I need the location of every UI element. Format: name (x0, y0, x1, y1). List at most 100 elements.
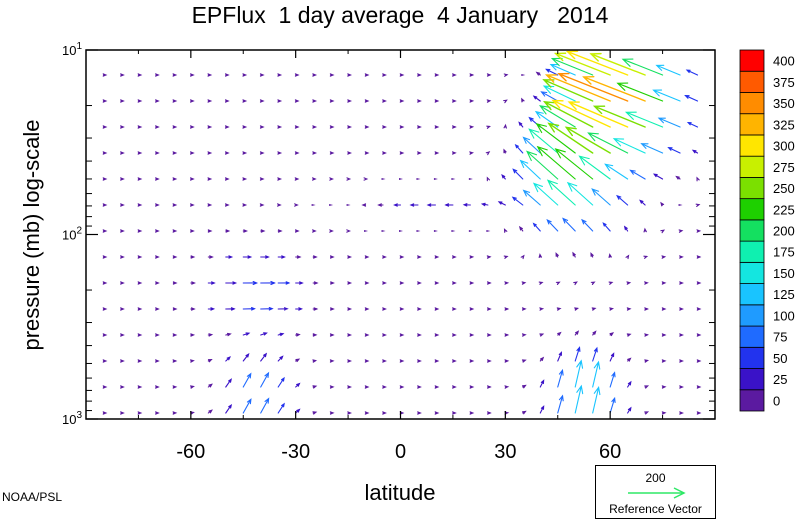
flux-vector (242, 125, 248, 129)
flux-vector (155, 177, 160, 181)
flux-vector (137, 385, 143, 389)
flux-vector (102, 203, 108, 207)
flux-vector (102, 281, 108, 285)
flux-vector (207, 333, 214, 337)
colorbar-swatch (739, 177, 765, 200)
flux-vector (382, 281, 387, 285)
flux-vector (433, 178, 438, 180)
colorbar-swatch (739, 240, 765, 263)
flux-vector (696, 176, 700, 182)
flux-vector (696, 411, 702, 415)
flux-vector (660, 201, 665, 207)
flux-vector (621, 58, 664, 76)
flux-vector (503, 228, 508, 233)
flux-vector (382, 411, 387, 415)
flux-vector (434, 125, 440, 129)
colorbar-label: 25 (773, 372, 787, 387)
flux-vector (364, 385, 370, 389)
flux-vector (207, 203, 213, 207)
flux-vector (190, 307, 196, 311)
flux-vector (329, 99, 335, 103)
flux-vector (469, 411, 475, 415)
flux-vector (573, 281, 578, 286)
flux-vector (347, 359, 352, 363)
flux-vector (259, 99, 265, 103)
flux-vector (480, 202, 489, 207)
x-tick-label: 60 (599, 441, 621, 463)
flux-vector (574, 384, 584, 414)
flux-vector (207, 255, 214, 259)
flux-vector (330, 281, 335, 285)
flux-vector (535, 71, 541, 76)
flux-vector (452, 281, 457, 285)
flux-vector (652, 173, 664, 180)
flux-vector (120, 125, 125, 129)
x-tick-label: -60 (176, 441, 205, 463)
reference-magnitude: 200 (645, 471, 666, 485)
colorbar-swatch (739, 49, 765, 72)
flux-vector (312, 255, 318, 259)
flux-vector (207, 229, 213, 233)
flux-vector (679, 411, 684, 415)
flux-vector (426, 203, 436, 207)
flux-vector (468, 230, 473, 232)
flux-vector (539, 379, 545, 388)
flux-vector (155, 411, 160, 415)
flux-vector (503, 123, 507, 129)
flux-vector (364, 255, 370, 259)
colorbar-swatch (739, 92, 765, 115)
flux-vector (551, 99, 611, 128)
flux-vector (434, 151, 440, 155)
flux-vector (417, 411, 422, 415)
flux-vector (137, 255, 143, 259)
flux-vector (399, 125, 405, 129)
flux-vector (538, 253, 543, 258)
flux-vector (364, 411, 370, 415)
flux-vector (172, 411, 178, 415)
flux-vector (555, 252, 559, 258)
flux-vector (678, 204, 683, 206)
flux-vector (409, 203, 419, 207)
flux-vector (535, 122, 576, 154)
flux-vector (137, 125, 143, 129)
flux-vector (190, 281, 196, 285)
colorbar-swatch (739, 198, 765, 221)
flux-vector (434, 411, 440, 415)
flux-vector (399, 230, 403, 232)
colorbar-swatch (739, 325, 765, 348)
chart-title: EPFlux 1 day average 4 January 2014 (191, 2, 609, 28)
flux-vector (277, 307, 289, 311)
flux-vector (207, 281, 216, 285)
flux-vector (399, 255, 405, 259)
flux-vector (545, 68, 559, 76)
flux-vector (497, 201, 506, 206)
flux-vector (574, 359, 584, 388)
y-axis-label: pressure (mb) log-scale (19, 119, 44, 351)
flux-vector (434, 99, 440, 103)
flux-vector (655, 64, 681, 76)
flux-vector (190, 99, 195, 103)
flux-vector (539, 307, 545, 311)
flux-vector (624, 111, 664, 128)
flux-vector (347, 307, 353, 311)
colorbar-swatch (739, 134, 765, 157)
flux-vector (224, 125, 230, 129)
flux-vector (691, 149, 699, 154)
flux-vector (616, 194, 629, 206)
flux-vector (667, 147, 681, 154)
flux-vector (382, 73, 387, 77)
flux-vector (155, 255, 160, 259)
flux-vector (102, 385, 108, 389)
flux-vector (538, 105, 576, 128)
flux-vector (486, 255, 492, 259)
flux-vector (661, 359, 667, 363)
flux-vector (679, 307, 684, 311)
flux-vector (609, 352, 615, 362)
flux-vector (347, 281, 353, 285)
flux-vector (260, 280, 276, 286)
flux-vector (557, 394, 564, 414)
flux-vector (329, 204, 334, 206)
flux-vector (155, 125, 160, 129)
flux-vector (644, 333, 650, 337)
